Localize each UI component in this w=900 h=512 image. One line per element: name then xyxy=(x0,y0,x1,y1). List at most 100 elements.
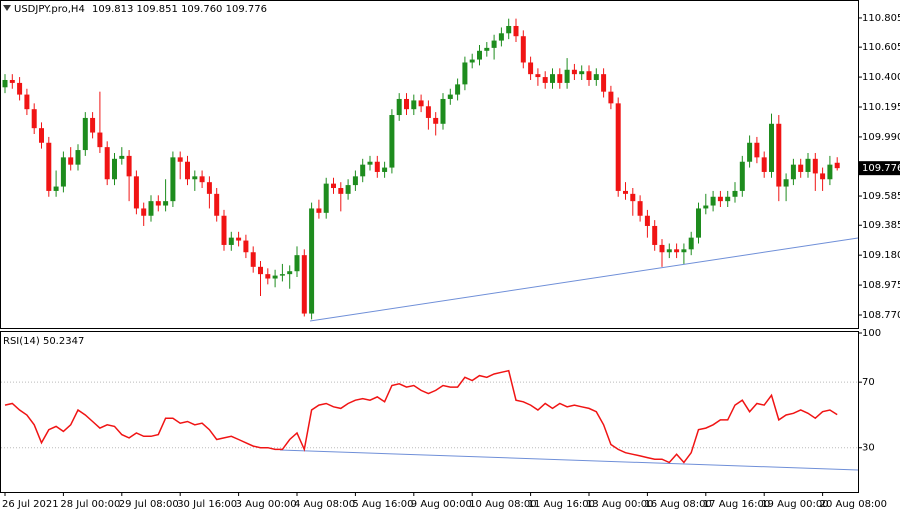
candle-body xyxy=(258,266,263,275)
candle-body xyxy=(652,225,658,245)
x-tick-label: 19 Aug 00:00 xyxy=(761,499,828,510)
candle-body xyxy=(630,193,636,202)
candle-body xyxy=(75,150,81,165)
candle-body xyxy=(608,91,614,104)
candle-body xyxy=(754,142,760,158)
candle-body xyxy=(528,62,534,75)
candle-body xyxy=(462,62,468,85)
last-price-label: 109.776 xyxy=(862,163,900,174)
candle-body xyxy=(31,109,37,129)
candle-body xyxy=(228,237,234,245)
candle-body xyxy=(389,115,395,168)
x-tick-label: 10 Aug 08:00 xyxy=(469,499,536,510)
candle-body xyxy=(564,69,570,83)
x-tick-label: 9 Aug 00:00 xyxy=(411,499,472,510)
y-tick-label: 70 xyxy=(862,377,875,388)
x-tick-label: 29 Jul 08:00 xyxy=(119,499,179,510)
candle-body xyxy=(637,201,643,216)
candle-body xyxy=(279,274,285,276)
candle-body xyxy=(214,193,220,216)
candle-body xyxy=(506,25,512,34)
x-tick-label: 26 Jul 2021 xyxy=(2,499,59,510)
x-tick-label: 17 Aug 16:00 xyxy=(703,499,770,510)
candle-body xyxy=(141,208,147,216)
candle-body xyxy=(681,249,687,253)
candle-body xyxy=(192,176,198,180)
candle-body xyxy=(68,157,74,165)
y-tick-label: 109.990 xyxy=(862,132,900,143)
candle-body xyxy=(206,182,212,194)
candle-body xyxy=(272,275,278,279)
candle-body xyxy=(834,162,840,169)
rsi-line xyxy=(4,369,838,464)
candle-body xyxy=(82,117,88,151)
symbol: USDJPY.pro,H4 xyxy=(14,4,85,15)
candle-body xyxy=(17,82,23,95)
candle-body xyxy=(2,79,8,88)
candle-body xyxy=(644,215,650,226)
candle-body xyxy=(367,161,373,165)
collapse-icon[interactable] xyxy=(3,5,11,11)
y-tick-label: 110.195 xyxy=(862,102,900,113)
candle-body xyxy=(710,196,716,206)
x-tick-label: 30 Jul 16:00 xyxy=(177,499,237,510)
candle-body xyxy=(513,25,519,37)
candle-body xyxy=(24,94,30,110)
candle-body xyxy=(447,94,453,99)
candle-body xyxy=(520,36,526,63)
candle-body xyxy=(542,77,548,83)
y-tick-label: 110.400 xyxy=(862,72,900,83)
y-tick-label: 108.975 xyxy=(862,280,900,291)
candle-body xyxy=(39,128,44,143)
candle-body xyxy=(155,201,161,206)
candle-body xyxy=(170,157,176,202)
y-tick-label: 100 xyxy=(862,328,881,339)
candle-body xyxy=(425,106,431,118)
candle-body xyxy=(535,74,541,78)
x-tick-label: 16 Aug 08:00 xyxy=(644,499,711,510)
y-tick-label: 109.385 xyxy=(862,220,900,231)
candle-body xyxy=(717,196,723,202)
candle-body xyxy=(265,274,271,279)
candle-body xyxy=(382,167,388,172)
candle-body xyxy=(331,183,336,189)
candle-body xyxy=(301,255,307,314)
candle-body xyxy=(455,84,461,95)
candle-body xyxy=(374,161,380,172)
candle-body xyxy=(688,237,694,250)
candle-body xyxy=(404,98,409,110)
candle-body xyxy=(725,196,731,202)
candle-body xyxy=(53,186,59,191)
trendline xyxy=(279,449,859,471)
trendline xyxy=(309,237,859,322)
candle-body xyxy=(615,103,621,191)
candle-body xyxy=(805,158,811,172)
candle-body xyxy=(732,190,738,197)
candle-body xyxy=(338,188,344,194)
candle-body xyxy=(112,158,117,180)
candle-body xyxy=(433,117,439,124)
candle-body xyxy=(747,142,753,162)
candle-body xyxy=(250,252,256,267)
candle-body xyxy=(97,132,103,148)
x-tick-label: 11 Aug 16:00 xyxy=(528,499,595,510)
candle-body xyxy=(827,164,833,180)
candle-body xyxy=(783,179,789,187)
x-tick-label: 4 Aug 08:00 xyxy=(294,499,355,510)
x-tick-label: 13 Aug 00:00 xyxy=(586,499,653,510)
candle-body xyxy=(396,98,402,116)
candle-body xyxy=(418,100,424,107)
candle-body xyxy=(696,208,701,238)
candle-body xyxy=(185,161,190,180)
candle-body xyxy=(659,244,665,253)
candle-body xyxy=(761,157,767,172)
x-tick-label: 28 Jul 00:00 xyxy=(60,499,120,510)
candle-body xyxy=(133,176,139,209)
candle-body xyxy=(119,155,125,159)
candle-body xyxy=(163,201,169,206)
candle-body xyxy=(440,98,446,124)
candle-body xyxy=(352,176,358,186)
candle-body xyxy=(820,173,826,180)
candle-body xyxy=(666,249,672,253)
